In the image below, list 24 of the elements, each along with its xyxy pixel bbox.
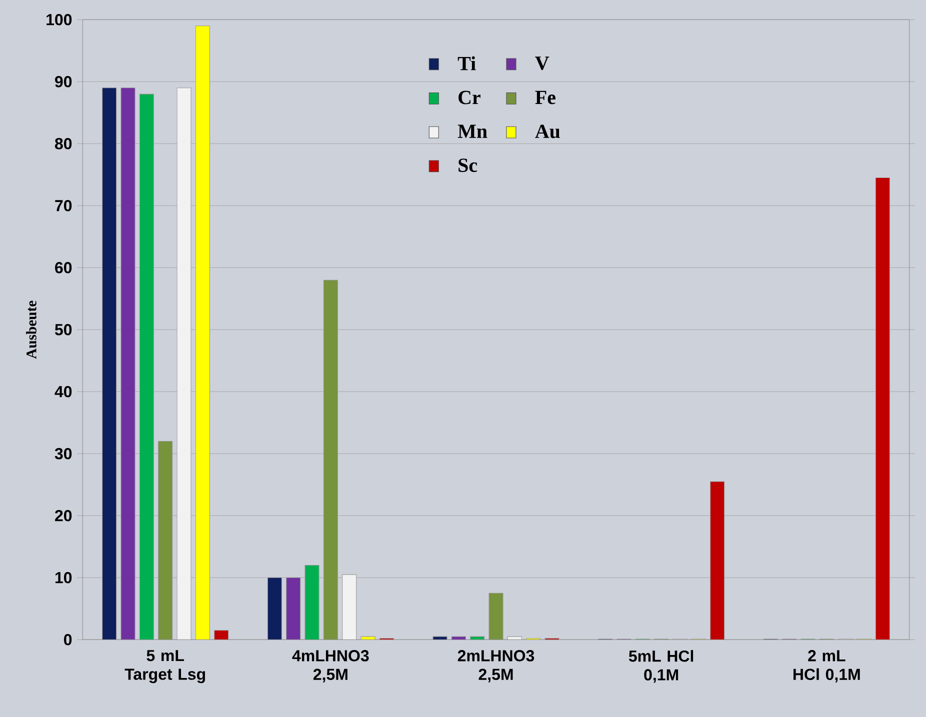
legend-label: V (535, 56, 550, 70)
y-axis-title: Ausbeute (26, 300, 36, 359)
x-tick-label: 4mLHNO3 2,5M (292, 650, 369, 682)
y-tick-label: 70 (55, 200, 72, 212)
x-tick-label: 2mLHNO3 2,5M (458, 650, 534, 682)
x-tick-label: 5mL HCl 0,1M (628, 650, 694, 683)
legend-label: Ti (458, 56, 476, 70)
legend-label: Fe (535, 90, 556, 104)
y-tick-label: 0 (64, 634, 72, 646)
legend-label: Cr (458, 90, 480, 104)
y-tick-label: 10 (55, 572, 72, 584)
legend-label: Au (535, 124, 560, 138)
y-tick-label: 50 (54, 324, 72, 336)
y-tick-label: 30 (54, 448, 72, 460)
y-tick-label: 100 (46, 14, 72, 26)
x-tick-label: 5 mL Target Lsg (124, 650, 205, 684)
y-tick-label: 40 (54, 386, 72, 398)
legend-label: Mn (458, 124, 488, 138)
y-tick-label: 80 (54, 138, 72, 150)
y-tick-label: 60 (55, 262, 72, 274)
y-tick-label: 20 (55, 510, 72, 522)
y-tick-label: 90 (55, 76, 72, 88)
x-tick-label: 2 mL HCl 0,1M (793, 650, 860, 682)
legend-label: Sc (458, 158, 478, 172)
